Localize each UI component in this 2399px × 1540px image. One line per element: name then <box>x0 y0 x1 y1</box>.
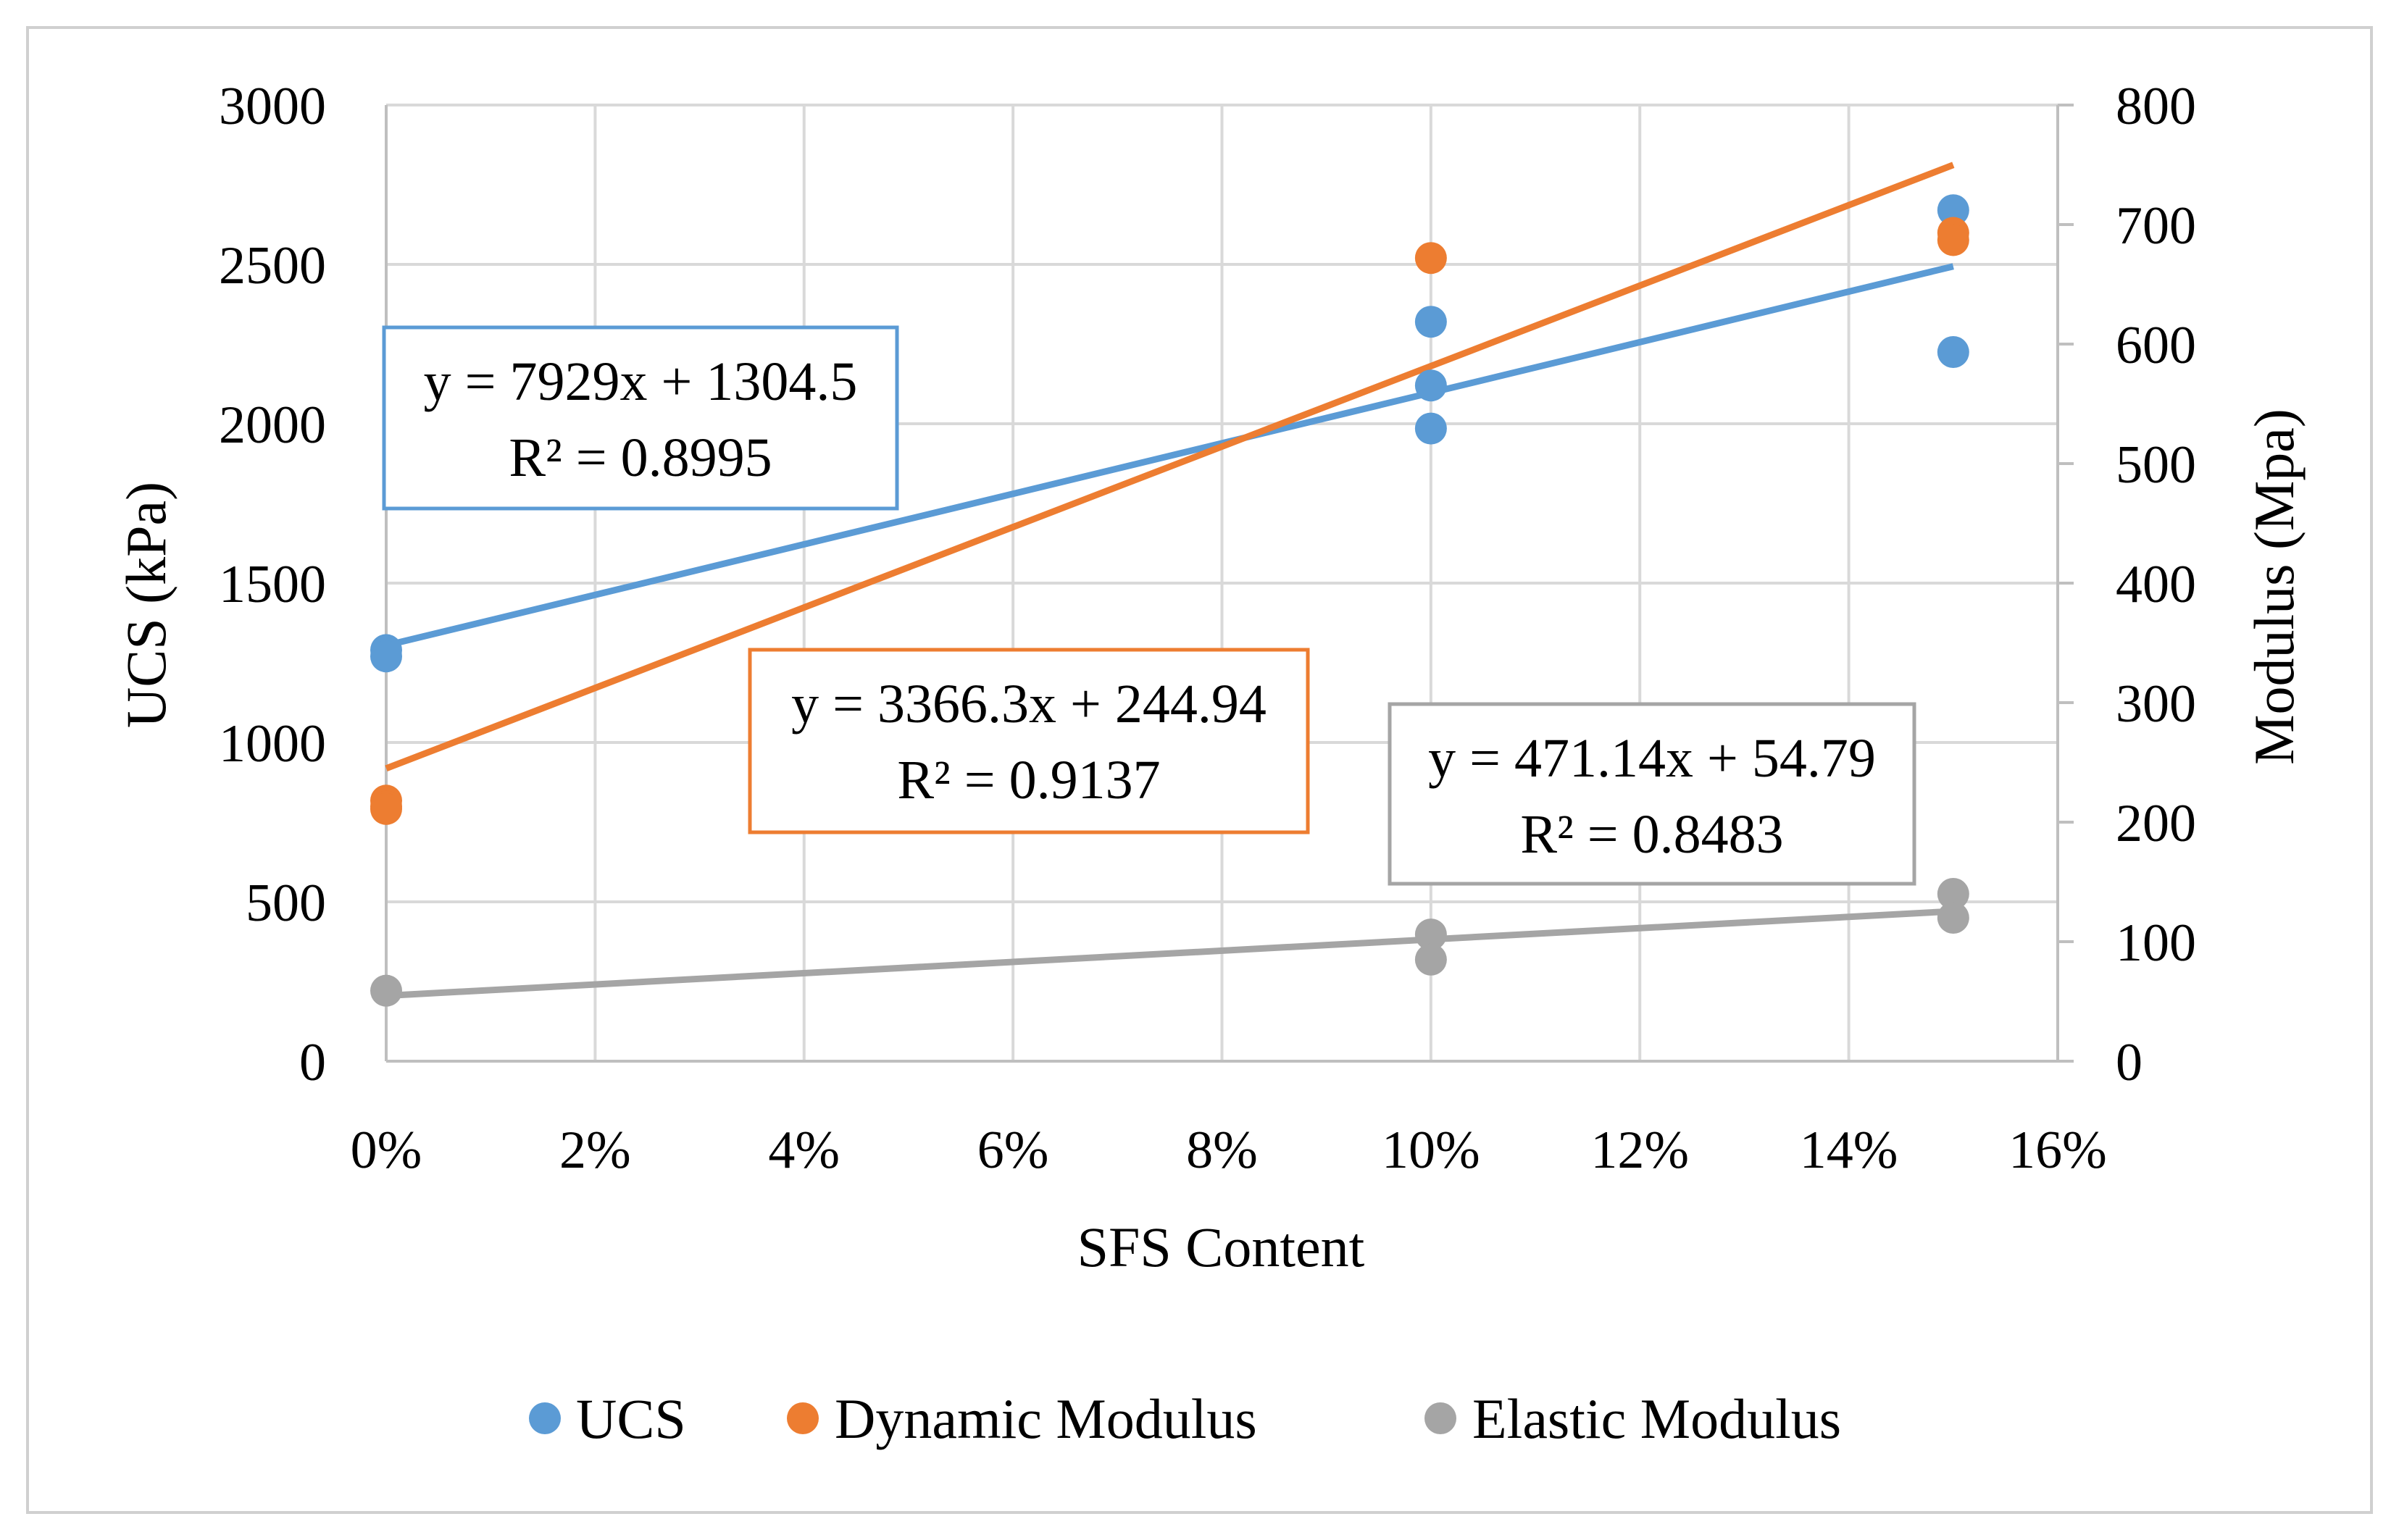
elastic-modulus-point <box>1937 902 1969 934</box>
x-tick-label: 2% <box>559 1121 631 1180</box>
elastic-modulus-trendline <box>385 908 1954 1000</box>
x-tick-label: 10% <box>1382 1121 1480 1180</box>
legend-label-ucs: UCS <box>576 1387 686 1450</box>
dynamic-modulus-point <box>1937 224 1969 256</box>
y-right-tick-label: 500 <box>2116 435 2196 495</box>
elastic-modulus-equation-box <box>1388 702 1916 886</box>
legend-label-dynamic-modulus: Dynamic Modulus <box>835 1387 1257 1450</box>
ucs-equation-box <box>382 325 899 511</box>
y-right-tick-label: 600 <box>2116 316 2196 375</box>
elastic-modulus-point <box>370 974 402 1007</box>
axes <box>385 104 2074 1063</box>
x-tick-label: 16% <box>2008 1121 2107 1180</box>
y-right-tick-label: 700 <box>2116 196 2196 256</box>
x-tick-label: 12% <box>1590 1121 1689 1180</box>
y-left-tick-label: 500 <box>246 874 326 933</box>
ucs-point <box>1937 194 1969 227</box>
ucs-point <box>370 640 402 673</box>
dynamic-modulus-point <box>370 792 402 825</box>
y-left-tick-label: 2000 <box>219 396 326 455</box>
y-right-tick-label: 0 <box>2116 1033 2143 1092</box>
y-left-tick-labels: 0 500 1000 1500 2000 2500 3000 <box>219 77 326 1092</box>
data-points <box>370 194 1969 1007</box>
x-tick-label: 14% <box>1800 1121 1898 1180</box>
legend-marker-dynamic-modulus <box>787 1402 819 1434</box>
y-right-tick-labels: 0 100 200 300 400 500 600 700 800 <box>2116 77 2196 1092</box>
y-left-tick-label: 3000 <box>219 77 326 136</box>
y-left-tick-label: 1000 <box>219 714 326 774</box>
y-left-tick-label: 0 <box>299 1033 326 1092</box>
ucs-trendline <box>385 263 1954 649</box>
y-left-axis-label: UCS (kPa) <box>114 482 178 728</box>
ucs-point <box>1937 336 1969 368</box>
dynamic-modulus-r2-text: R² = 0.9137 <box>897 750 1160 811</box>
y-right-tick-label: 300 <box>2116 674 2196 734</box>
y-left-tick-label: 1500 <box>219 555 326 614</box>
y-left-tick-label: 2500 <box>219 236 326 296</box>
ucs-point <box>1414 306 1447 338</box>
ucs-point <box>1414 412 1447 445</box>
elastic-modulus-r2-text: R² = 0.8483 <box>1520 804 1783 865</box>
x-tick-labels: 0% 2% 4% 6% 8% 10% 12% 14% 16% <box>351 1121 2107 1180</box>
dynamic-modulus-equation-box <box>748 648 1310 834</box>
trendlines <box>385 162 1955 1000</box>
dynamic-modulus-point <box>1414 242 1447 275</box>
x-tick-label: 8% <box>1186 1121 1258 1180</box>
y-right-tick-label: 200 <box>2116 794 2196 853</box>
x-tick-label: 0% <box>351 1121 422 1180</box>
dynamic-modulus-trendline <box>385 162 1955 772</box>
ucs-point <box>1414 369 1447 402</box>
y-right-axis-label: Modulus (Mpa) <box>2242 409 2306 765</box>
elastic-modulus-point <box>1414 943 1447 976</box>
y-right-tick-label: 800 <box>2116 77 2196 136</box>
legend-marker-elastic-modulus <box>1424 1402 1456 1434</box>
ucs-r2-text: R² = 0.8995 <box>509 427 772 488</box>
x-tick-label: 4% <box>768 1121 840 1180</box>
elastic-modulus-point <box>1414 918 1447 951</box>
elastic-modulus-point <box>1937 878 1969 910</box>
y-right-tick-label: 400 <box>2116 555 2196 614</box>
x-tick-label: 6% <box>977 1121 1049 1180</box>
elastic-modulus-equation-text: y = 471.14x + 54.79 <box>1428 728 1876 789</box>
ucs-equation-text: y = 7929x + 1304.5 <box>424 351 858 412</box>
x-axis-label: SFS Content <box>1077 1215 1365 1279</box>
legend-label-elastic-modulus: Elastic Modulus <box>1472 1387 1841 1450</box>
legend: UCS Dynamic Modulus Elastic Modulus <box>529 1387 1841 1450</box>
legend-marker-ucs <box>529 1402 561 1434</box>
dynamic-modulus-equation-text: y = 3366.3x + 244.94 <box>791 674 1267 735</box>
equation-annotations: y = 7929x + 1304.5 R² = 0.8995 y = 3366.3x… <box>382 325 1916 886</box>
y-right-tick-label: 100 <box>2116 913 2196 973</box>
